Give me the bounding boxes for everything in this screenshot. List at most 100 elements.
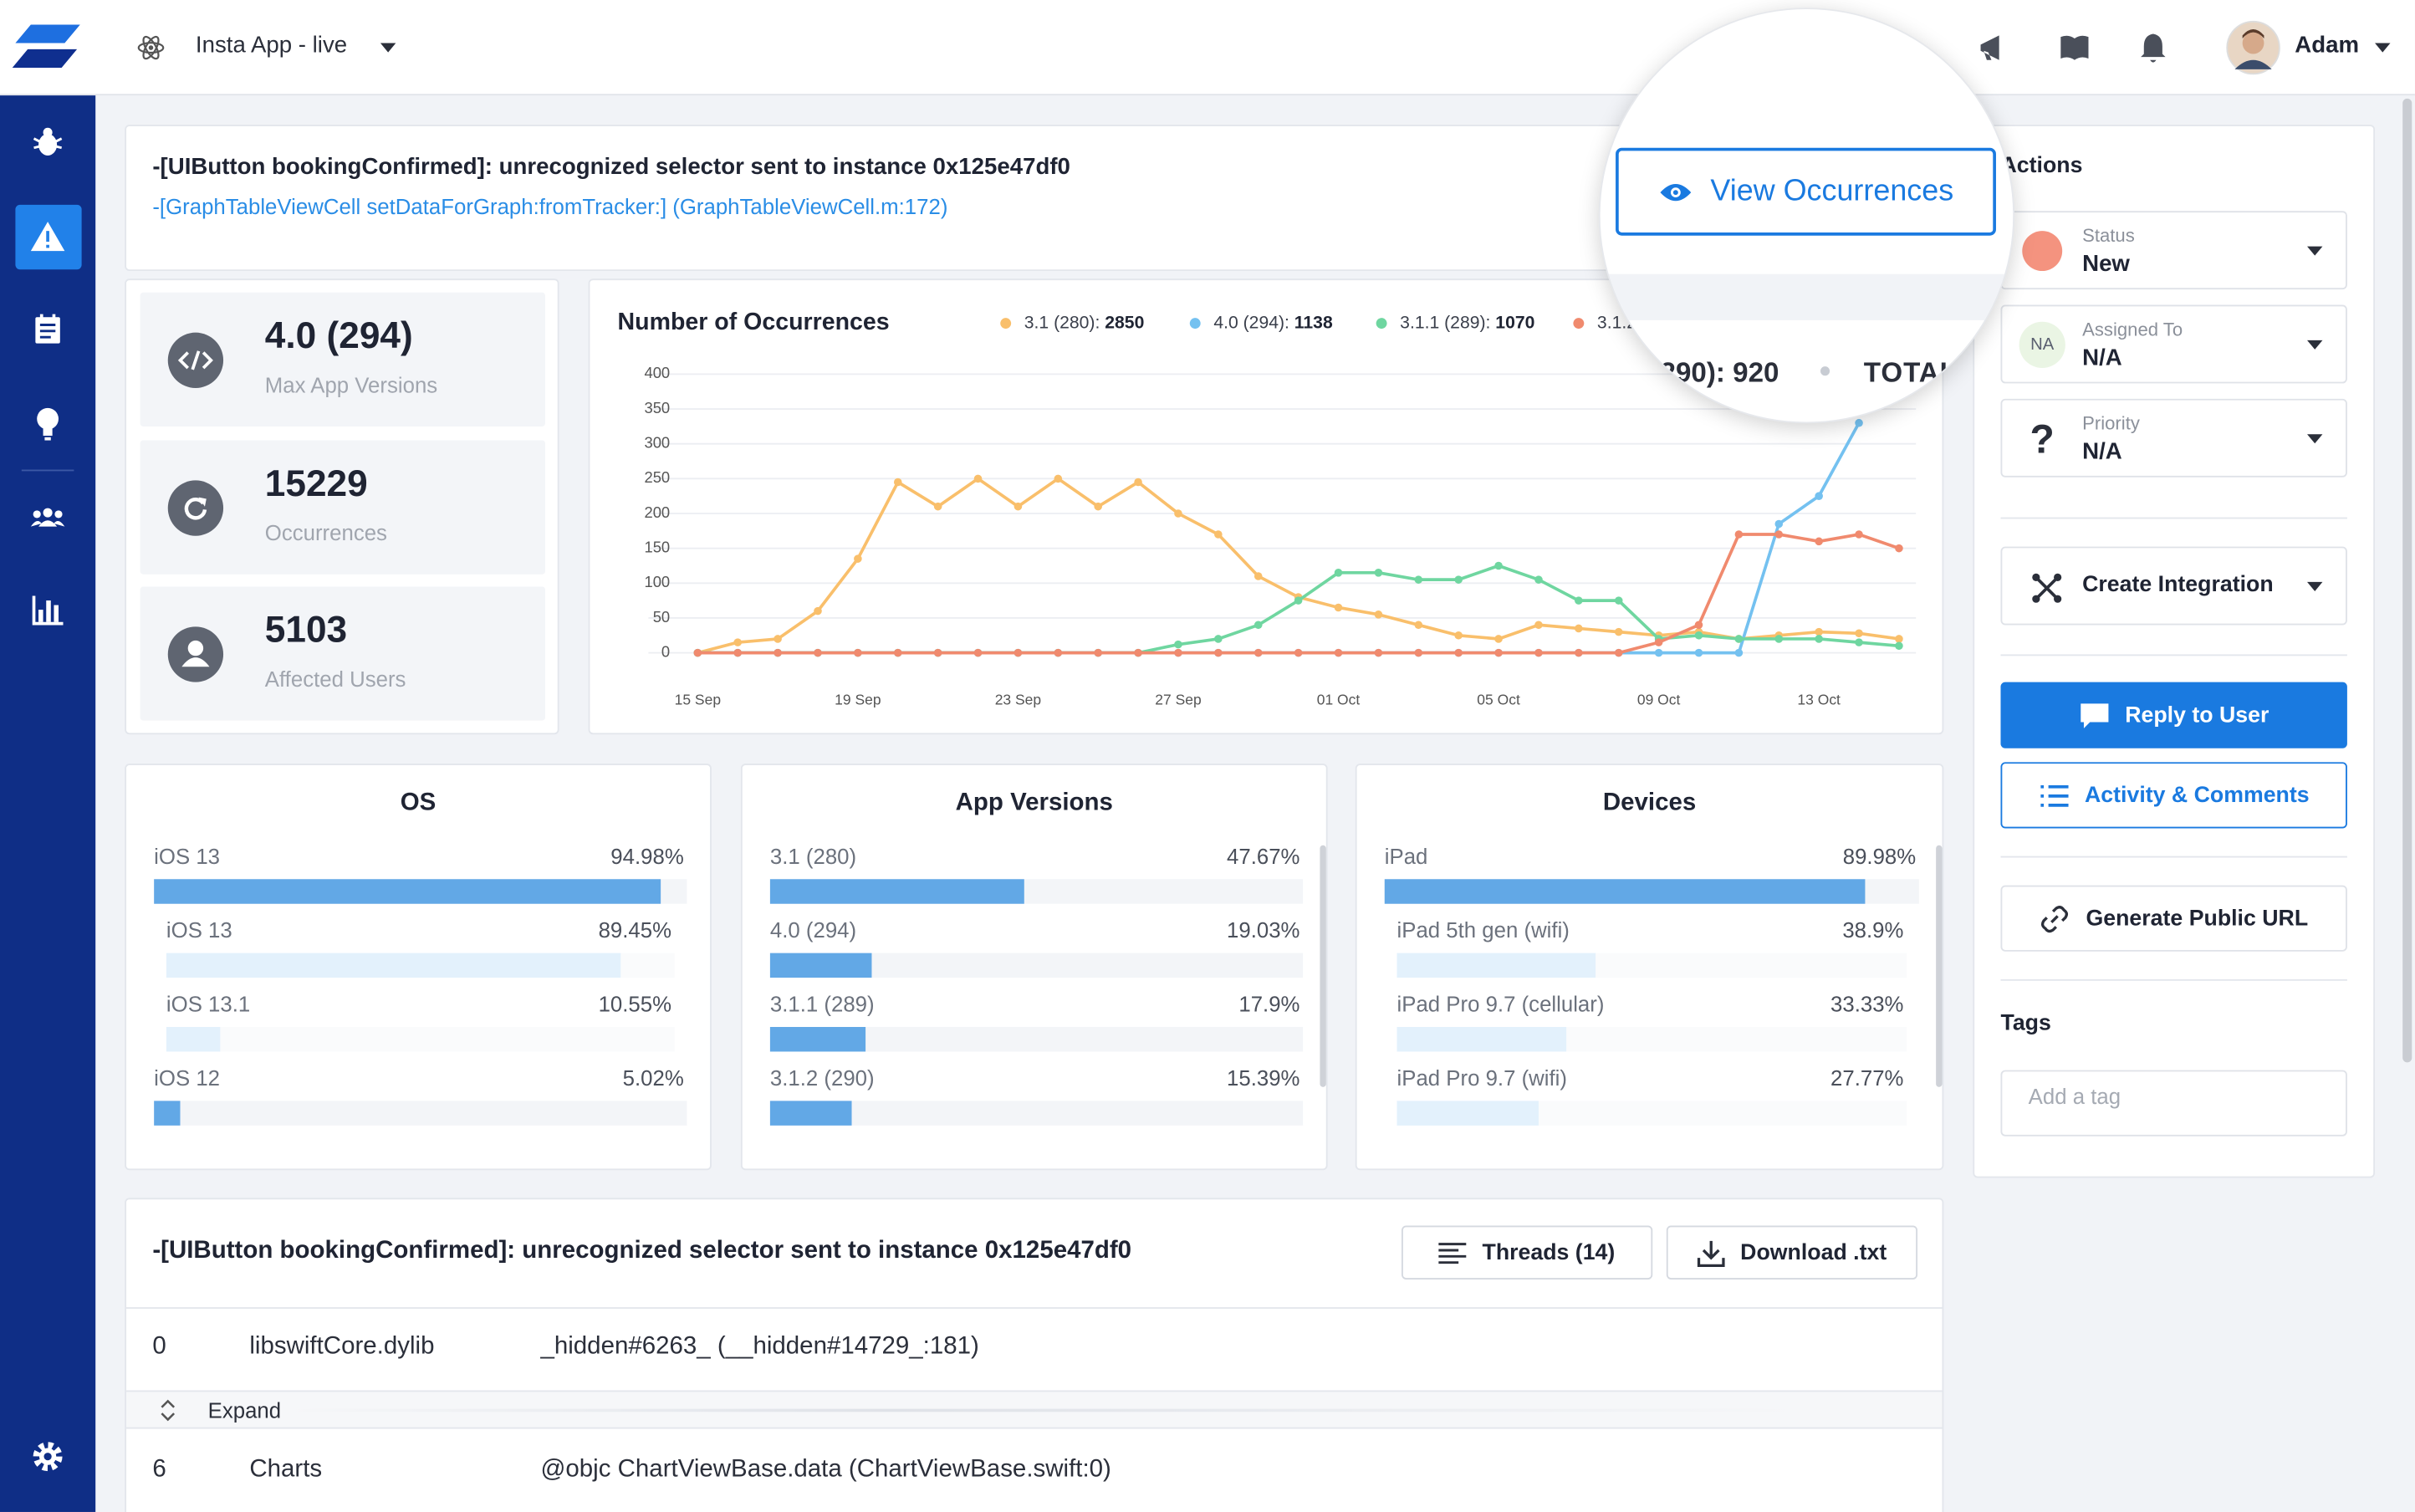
data-point [893, 478, 902, 487]
data-point [1334, 603, 1343, 612]
data-point [1454, 648, 1463, 657]
data-point [1253, 648, 1263, 657]
nav-analytics[interactable] [29, 591, 66, 628]
plot-area [693, 418, 1903, 657]
data-point [1294, 596, 1303, 605]
app-caret[interactable] [380, 43, 396, 53]
integration-icon [2032, 573, 2062, 603]
reply-icon [2080, 702, 2108, 728]
user-caret[interactable] [2375, 43, 2391, 53]
nav-feedback[interactable] [29, 311, 66, 348]
row-label: iOS 13.1 [166, 991, 251, 1017]
data-point [774, 648, 782, 657]
status-dropdown[interactable]: Status New [2000, 211, 2347, 290]
data-point [1094, 502, 1102, 511]
tag-input[interactable]: Add a tag [2000, 1070, 2347, 1137]
separator [2000, 654, 2347, 656]
row-value: 94.98% [610, 843, 684, 869]
page-scrollbar[interactable] [2402, 98, 2412, 1063]
row-value: 17.9% [1238, 991, 1300, 1017]
bar-track [154, 1101, 687, 1126]
user-name[interactable]: Adam [2295, 32, 2360, 59]
row-value: 38.9% [1842, 917, 1904, 942]
data-point [973, 648, 983, 657]
data-point [1374, 569, 1383, 577]
expand-bar[interactable]: Expand [126, 1390, 1943, 1429]
app-switcher[interactable]: Insta App - live [195, 32, 348, 59]
app-icon [137, 35, 165, 60]
status-dot [2022, 231, 2063, 272]
nav-crashes-icon [30, 222, 65, 252]
integration-dropdown[interactable]: Create Integration [2000, 546, 2347, 626]
data-point [1855, 530, 1863, 539]
nav-users[interactable] [29, 499, 66, 536]
lens-legend-name: 3.1.2 (290) [1601, 357, 1733, 388]
nav-bugs[interactable] [29, 123, 66, 160]
card-scrollbar[interactable] [1936, 845, 1943, 1087]
docs-icon[interactable] [2056, 29, 2093, 66]
data-point [893, 648, 902, 657]
nav-settings[interactable] [29, 1438, 66, 1475]
row-label: iPad 5th gen (wifi) [1396, 917, 1570, 942]
x-tick-label: 01 Oct [1317, 691, 1361, 707]
bar [769, 1027, 865, 1052]
row-label: iPad Pro 9.7 (wifi) [1396, 1065, 1568, 1091]
threads-label: Threads (14) [1482, 1240, 1616, 1265]
activity-button[interactable]: Activity & Comments [2000, 762, 2347, 829]
data-point [1414, 575, 1423, 584]
data-point [1534, 575, 1543, 584]
data-point [1374, 648, 1383, 657]
data-point [1774, 635, 1784, 643]
row-value: 10.55% [598, 991, 672, 1017]
frame-module: libswiftCore.dylib [249, 1333, 435, 1360]
public-url-button[interactable]: Generate Public URL [2000, 885, 2347, 952]
eye-icon [1659, 183, 1691, 201]
nav-features[interactable] [29, 405, 66, 442]
data-point [1253, 572, 1263, 580]
side-nav [0, 95, 96, 1512]
field-value: New [2082, 251, 2130, 278]
logo[interactable] [9, 22, 86, 74]
dropdown-caret [2307, 340, 2323, 350]
announcements-icon[interactable] [1974, 29, 2011, 66]
legend-sep: : [1486, 313, 1496, 332]
frame-index: 6 [152, 1456, 166, 1483]
expand-icon [161, 1399, 176, 1422]
code-glyph [177, 350, 213, 370]
view-occurrences-button[interactable]: View Occurrences [1616, 147, 1996, 236]
row-label: 3.1.1 (289) [769, 991, 875, 1017]
bar [769, 1101, 852, 1126]
stat-label: Occurrences [264, 520, 387, 545]
x-tick-label: 27 Sep [1155, 691, 1201, 707]
data-point [854, 648, 862, 657]
data-point [1734, 530, 1744, 539]
data-point [1374, 610, 1383, 619]
top-bar: Insta App - live Adam [0, 0, 2415, 96]
field-label: Assigned To [2082, 319, 2183, 340]
user-avatar[interactable] [2225, 20, 2280, 75]
x-tick-label: 09 Oct [1637, 691, 1681, 707]
data-point [1214, 530, 1223, 539]
legend-total: 2850 [1105, 313, 1144, 332]
threads-button[interactable]: Threads (14) [1402, 1225, 1653, 1280]
field-value: N/A [2082, 438, 2122, 466]
row-value: 15.39% [1227, 1065, 1300, 1091]
data-point [1454, 575, 1463, 584]
card-scrollbar[interactable] [1320, 845, 1326, 1087]
nav-crashes-active[interactable] [15, 204, 82, 270]
legend-sep: : [1284, 313, 1294, 332]
error-location[interactable]: -[GraphTableViewCell setDataForGraph:fro… [152, 193, 948, 219]
lens-legend: 3.1.2 (290)920 TOTAL [1601, 357, 1958, 390]
notifications-icon[interactable] [2135, 29, 2172, 66]
row-label: iPad [1384, 843, 1428, 869]
assignee-dropdown[interactable]: NA Assigned To N/A [2000, 304, 2347, 384]
data-point [1454, 631, 1463, 640]
magnifier-lens: View Occurrences 3.1.2 (290)920 TOTAL [1598, 8, 2015, 424]
reply-button[interactable]: Reply to User [2000, 682, 2347, 748]
priority-dropdown[interactable]: ? Priority N/A [2000, 398, 2347, 478]
y-tick-label: 50 [653, 608, 670, 626]
data-point [1895, 635, 1903, 643]
download-button[interactable]: Download .txt [1666, 1225, 1918, 1280]
separator [2000, 978, 2347, 981]
data-point [1694, 648, 1703, 657]
